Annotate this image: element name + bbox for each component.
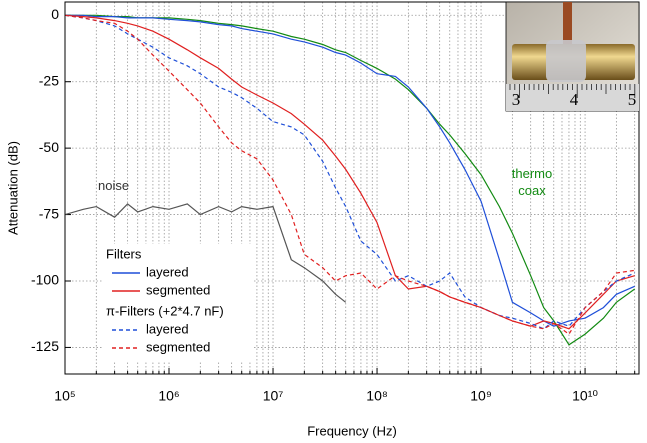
thermo-coax-label: thermo coax (511, 166, 553, 198)
x-tick-label: 10⁵ (54, 388, 75, 404)
plot-area (65, 14, 636, 346)
noise-label: noise (98, 178, 130, 193)
x-tick-label: 10⁶ (158, 388, 179, 404)
legend-group-title: π-Filters (+2*4.7 nF) (106, 303, 224, 318)
y-tick-label: 0 (51, 6, 59, 22)
series-line (65, 14, 635, 335)
legend-group-title: Filters (106, 246, 142, 261)
y-tick-label: -50 (39, 139, 59, 155)
legend-label: layered (146, 321, 189, 336)
inset-solder (546, 40, 586, 82)
y-axis-label: Attenuation (dB) (5, 141, 20, 235)
inset-wire (563, 2, 572, 52)
series-line (65, 14, 635, 327)
inset-ruler-label: 5 (628, 90, 637, 109)
y-tick-label: -125 (31, 338, 59, 354)
legend-label: layered (146, 264, 189, 279)
inset-ruler-label: 3 (512, 90, 521, 109)
y-tick-label: -100 (31, 272, 59, 288)
legend-label: segmented (146, 339, 210, 354)
legend-box (102, 244, 252, 362)
x-axis-label: Frequency (Hz) (307, 423, 397, 438)
y-tick-label: -75 (39, 205, 59, 221)
annotated-line (65, 203, 347, 303)
series-line (65, 14, 635, 330)
x-tick-label: 10¹⁰ (572, 388, 598, 404)
inset-ruler-label: 4 (570, 90, 579, 109)
legend-label: segmented (146, 282, 210, 297)
plot-frame (64, 1, 640, 375)
x-tick-label: 10⁹ (470, 388, 492, 404)
series-line (65, 14, 635, 330)
x-tick-label: 10⁷ (263, 388, 284, 404)
x-tick-label: 10⁸ (366, 388, 388, 404)
y-tick-label: -25 (39, 72, 59, 88)
